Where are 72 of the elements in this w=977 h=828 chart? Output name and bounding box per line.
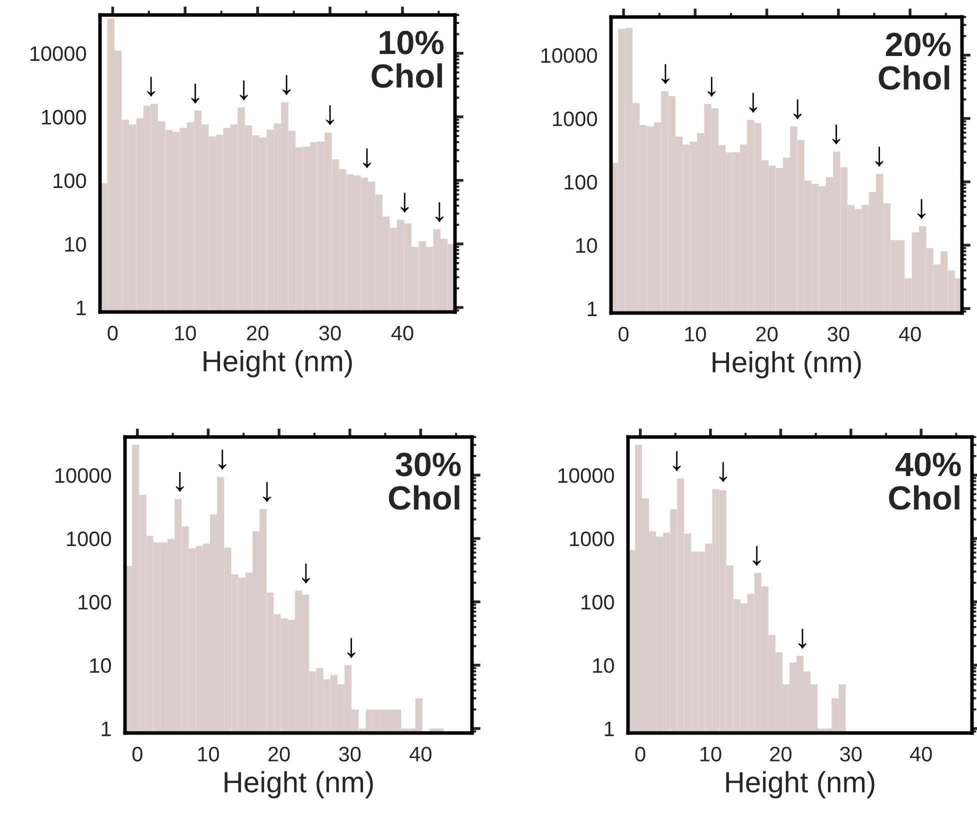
x-tick-label: 10 (700, 746, 722, 762)
x-tick-label: 40 (391, 326, 414, 340)
x-tick-label: 10 (685, 326, 706, 342)
y-tick-label: 10 (593, 658, 614, 673)
x-tick-label: 20 (756, 326, 778, 342)
x-tick-label: 10 (198, 746, 219, 762)
annotation: ↓ (662, 64, 670, 84)
y-tick-label: 1 (76, 300, 86, 316)
annotation: ↓ (147, 76, 155, 97)
x-tick-label: 40 (910, 746, 932, 762)
annotation: ↓ (363, 148, 371, 168)
annotation: ↓ (191, 84, 200, 104)
y-tick-label: 1 (604, 722, 614, 736)
y-tick-label: 100 (582, 594, 614, 610)
annotation: ↓ (326, 105, 334, 126)
y-tick-label: 10000 (558, 468, 614, 483)
annotation: ↓ (347, 638, 356, 658)
annotation: ↓ (798, 628, 806, 649)
x-axis-title: Height (nm) (726, 771, 874, 798)
annotation: ↓ (302, 564, 310, 584)
y-tick-label: 1000 (570, 531, 614, 546)
annotation: 20% Chol (878, 32, 951, 90)
y-tick-label: 10000 (30, 46, 86, 62)
y-tick-label: 1000 (42, 110, 86, 125)
x-tick-label: 40 (410, 746, 432, 762)
annotation: ↓ (752, 546, 761, 566)
x-tick-label: 30 (339, 746, 361, 762)
annotation: 40% Chol (889, 452, 961, 510)
x-tick-label: 20 (268, 746, 290, 762)
y-tick-label: 10 (65, 236, 86, 252)
y-tick-label: 1 (588, 302, 597, 316)
annotation: ↓ (794, 99, 802, 120)
x-axis-title: Height (nm) (224, 771, 373, 798)
annotation: 30% Chol (388, 452, 461, 510)
annotation: ↓ (240, 80, 248, 100)
annotation: ↓ (708, 76, 716, 97)
y-tick-label: 1000 (553, 111, 597, 126)
x-tick-label: 0 (635, 746, 646, 762)
annotation: ↓ (282, 75, 290, 95)
annotation: ↓ (218, 450, 226, 470)
x-axis-title: Height (nm) (712, 351, 861, 378)
annotation: ↓ (749, 92, 758, 113)
annotation: ↓ (918, 199, 926, 219)
annotation: ↓ (672, 451, 681, 472)
y-tick-label: 10 (576, 238, 597, 253)
y-tick-label: 100 (78, 594, 111, 610)
y-tick-label: 10000 (55, 468, 111, 483)
x-tick-label: 0 (618, 326, 629, 342)
x-tick-label: 0 (108, 326, 118, 340)
x-tick-label: 40 (898, 326, 921, 342)
y-tick-label: 10 (90, 658, 111, 673)
x-tick-label: 30 (828, 326, 850, 342)
x-tick-label: 30 (319, 326, 341, 340)
y-tick-label: 100 (564, 174, 597, 190)
x-axis-title: Height (nm) (204, 350, 352, 378)
x-tick-label: 0 (132, 746, 142, 762)
y-tick-label: 10000 (541, 48, 597, 63)
x-tick-label: 30 (840, 746, 862, 762)
annotation: ↓ (832, 124, 840, 144)
x-tick-label: 20 (247, 326, 268, 340)
annotation: ↓ (400, 192, 409, 212)
annotation: ↓ (263, 482, 271, 502)
annotation: 10% Chol (372, 30, 444, 88)
x-tick-label: 20 (770, 746, 792, 762)
x-tick-label: 10 (175, 326, 196, 340)
annotation: ↓ (875, 146, 884, 166)
annotation: ↓ (176, 472, 184, 492)
y-tick-label: 1000 (67, 531, 111, 546)
y-tick-label: 1 (102, 722, 111, 736)
y-tick-label: 100 (54, 173, 86, 188)
annotation: ↓ (719, 462, 728, 482)
annotation: ↓ (436, 202, 444, 222)
